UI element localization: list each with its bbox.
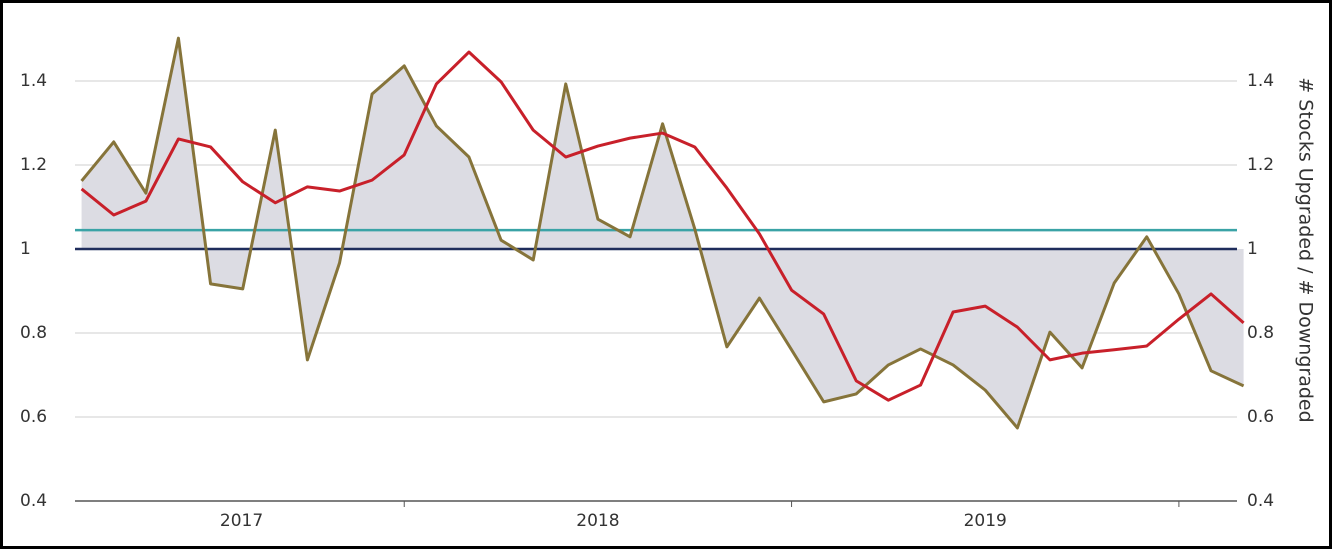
area xyxy=(81,38,1244,428)
x-tick-label: 2017 xyxy=(220,511,263,531)
y2-tick-label: 1 xyxy=(1247,239,1258,259)
y2-tick-label: 1.4 xyxy=(1247,71,1274,91)
line xyxy=(80,50,1245,402)
y-tick-label: 0.6 xyxy=(20,407,47,427)
y2-tick-label: 0.8 xyxy=(1247,323,1274,343)
y2-axis-title: # Stocks Upgraded / # Downgraded xyxy=(1295,77,1317,422)
y-tick-label: 1.4 xyxy=(20,71,47,91)
y-tick-label: 1.2 xyxy=(20,155,47,175)
x-tick-label: 2019 xyxy=(964,511,1007,531)
y-tick-label: 1 xyxy=(20,239,31,259)
y-tick-label: 0.4 xyxy=(20,491,47,511)
y2-tick-label: 0.6 xyxy=(1247,407,1274,427)
y2-tick-label: 1.2 xyxy=(1247,155,1274,175)
x-tick-label: 2018 xyxy=(576,511,619,531)
y-tick-label: 0.8 xyxy=(20,323,47,343)
line xyxy=(80,36,1245,430)
y2-tick-label: 0.4 xyxy=(1247,491,1274,511)
